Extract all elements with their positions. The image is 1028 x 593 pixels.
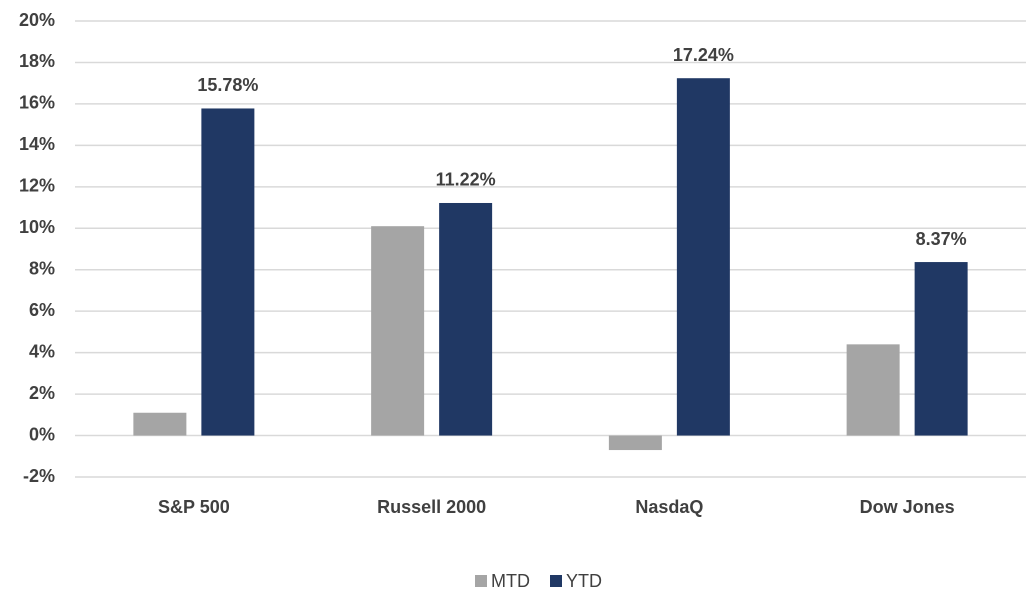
bar (676, 78, 730, 436)
y-tick-label: 18% (19, 51, 55, 71)
x-tick-label: Russell 2000 (377, 497, 486, 517)
bar (201, 108, 255, 436)
value-label: 15.78% (197, 75, 258, 95)
bar (133, 412, 187, 436)
y-tick-label: -2% (23, 466, 55, 486)
x-tick-label: NasdaQ (635, 497, 703, 517)
x-tick-label: S&P 500 (158, 497, 230, 517)
y-tick-label: 6% (29, 300, 55, 320)
y-tick-label: 14% (19, 134, 55, 154)
y-tick-label: 8% (29, 258, 55, 278)
bar (439, 202, 493, 436)
bar (914, 262, 968, 436)
y-tick-label: 0% (29, 424, 55, 444)
y-tick-label: 10% (19, 217, 55, 237)
legend-label: YTD (566, 571, 602, 591)
value-label: 17.24% (673, 45, 734, 65)
y-tick-label: 4% (29, 341, 55, 361)
y-tick-label: 2% (29, 383, 55, 403)
legend-swatch (475, 575, 487, 587)
value-label: 8.37% (916, 229, 967, 249)
x-tick-label: Dow Jones (860, 497, 955, 517)
bar (371, 226, 425, 436)
bar (608, 435, 662, 451)
value-label: 11.22% (436, 170, 496, 190)
legend-label: MTD (491, 571, 530, 591)
bar (846, 344, 900, 436)
y-tick-label: 20% (19, 10, 55, 30)
y-tick-label: 12% (19, 176, 55, 196)
legend-swatch (550, 575, 562, 587)
y-tick-label: 16% (19, 93, 55, 113)
